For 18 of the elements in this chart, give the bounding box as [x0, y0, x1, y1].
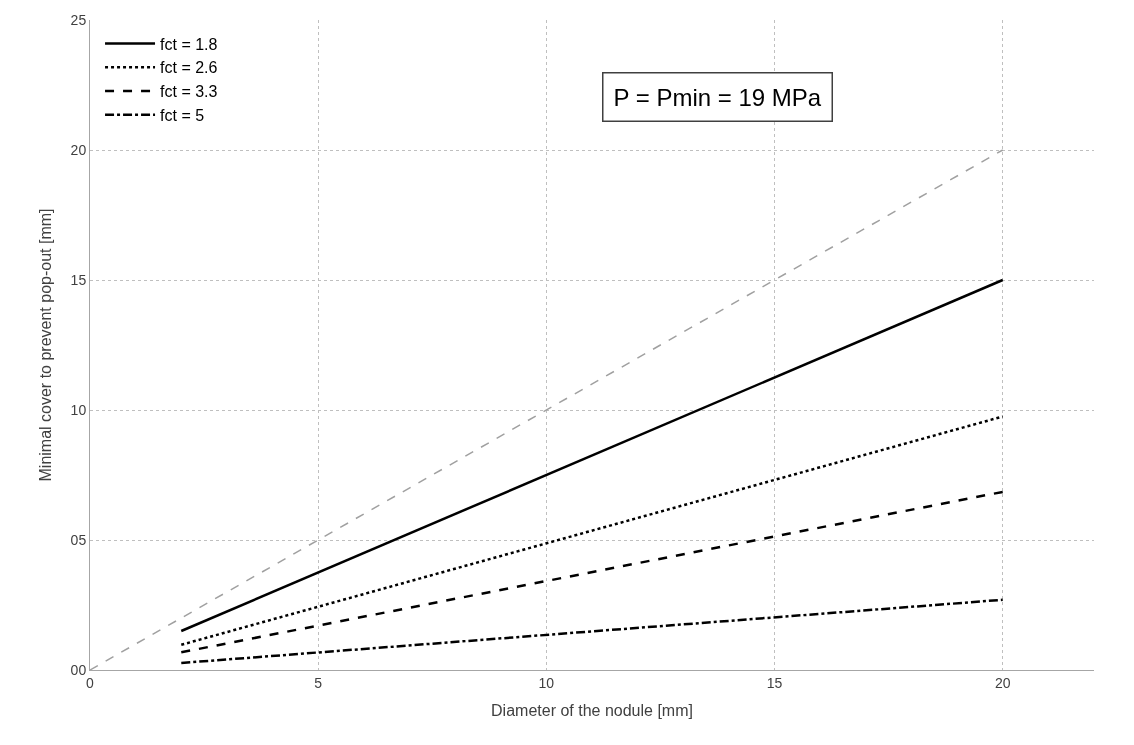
y-tick-label: 05 — [70, 531, 87, 548]
y-tick-label: 15 — [70, 271, 87, 288]
x-tick-label: 0 — [86, 674, 95, 691]
y-tick-label: 10 — [70, 401, 87, 418]
x-tick-label: 20 — [994, 674, 1011, 691]
x-tick-label: 5 — [314, 674, 323, 691]
y-axis-title: Minimal cover to prevent pop-out [mm] — [36, 208, 54, 482]
legend-label: fct = 5 — [160, 107, 205, 125]
legend-label: fct = 3.3 — [160, 83, 218, 101]
x-tick-label: 10 — [538, 674, 555, 691]
x-tick-label: 15 — [766, 674, 783, 691]
legend-label: fct = 2.6 — [160, 59, 218, 77]
x-axis-title: Diameter of the nodule [mm] — [491, 702, 693, 720]
y-tick-label: 20 — [70, 141, 87, 158]
y-tick-label: 00 — [70, 661, 87, 678]
legend-label: fct = 1.8 — [160, 35, 218, 53]
y-tick-label: 25 — [70, 11, 87, 28]
annotation: P = Pmin = 19 MPa — [613, 83, 822, 111]
